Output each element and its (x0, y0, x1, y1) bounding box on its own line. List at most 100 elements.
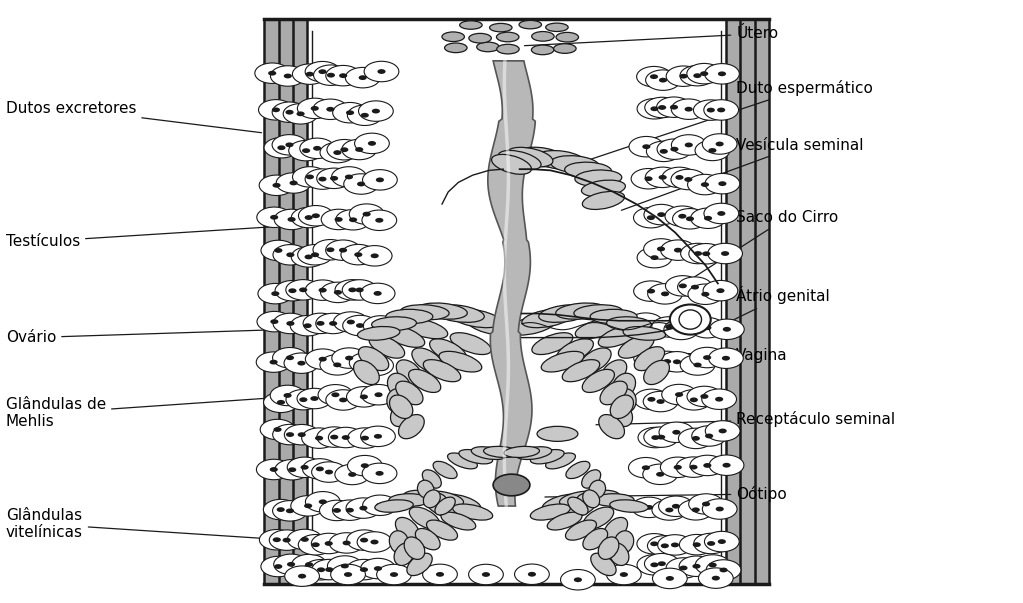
Circle shape (676, 457, 711, 478)
Text: Duto espermático: Duto espermático (590, 80, 873, 159)
Ellipse shape (607, 317, 652, 331)
Circle shape (312, 462, 347, 482)
Circle shape (285, 508, 294, 513)
Circle shape (707, 541, 715, 546)
Circle shape (704, 216, 712, 221)
Circle shape (722, 463, 730, 467)
Circle shape (643, 427, 678, 447)
Circle shape (643, 391, 678, 412)
Circle shape (376, 564, 411, 585)
Circle shape (702, 389, 737, 409)
Circle shape (355, 147, 363, 152)
Ellipse shape (565, 162, 612, 178)
Ellipse shape (604, 517, 627, 540)
Circle shape (357, 245, 392, 266)
Ellipse shape (354, 361, 380, 385)
Circle shape (325, 390, 360, 410)
Circle shape (677, 327, 685, 332)
Circle shape (648, 283, 682, 304)
Ellipse shape (563, 359, 599, 382)
Circle shape (717, 107, 725, 112)
Ellipse shape (409, 507, 440, 529)
Circle shape (660, 149, 668, 154)
Circle shape (261, 557, 296, 576)
Circle shape (257, 311, 292, 332)
Circle shape (332, 500, 367, 520)
Ellipse shape (530, 450, 564, 464)
Ellipse shape (394, 543, 414, 566)
Circle shape (288, 288, 297, 293)
Circle shape (629, 136, 664, 157)
Circle shape (665, 276, 700, 296)
Circle shape (341, 564, 349, 569)
Circle shape (325, 567, 333, 572)
Ellipse shape (508, 316, 555, 335)
Circle shape (298, 432, 306, 437)
Circle shape (362, 361, 370, 365)
Ellipse shape (612, 373, 635, 398)
Ellipse shape (560, 491, 603, 507)
Ellipse shape (490, 24, 513, 32)
Circle shape (672, 312, 707, 332)
Circle shape (658, 105, 666, 110)
Circle shape (315, 436, 323, 441)
Circle shape (273, 537, 281, 542)
Circle shape (658, 561, 666, 566)
Ellipse shape (447, 453, 478, 469)
Circle shape (693, 542, 701, 547)
Circle shape (360, 558, 395, 579)
Circle shape (685, 216, 694, 221)
Circle shape (375, 503, 384, 508)
Circle shape (515, 564, 549, 584)
Circle shape (257, 459, 292, 480)
Ellipse shape (422, 470, 441, 488)
Circle shape (298, 98, 332, 119)
Circle shape (326, 247, 335, 252)
Ellipse shape (582, 470, 601, 488)
Circle shape (712, 576, 720, 581)
Circle shape (687, 386, 722, 406)
Circle shape (691, 208, 725, 229)
Circle shape (574, 577, 582, 582)
Circle shape (321, 209, 356, 230)
Circle shape (719, 567, 727, 572)
Circle shape (347, 530, 382, 551)
Circle shape (303, 459, 338, 479)
Circle shape (343, 315, 377, 336)
Circle shape (676, 390, 711, 410)
Ellipse shape (598, 537, 619, 560)
Ellipse shape (497, 44, 520, 54)
Polygon shape (488, 61, 535, 506)
Circle shape (333, 312, 368, 332)
Circle shape (318, 177, 326, 182)
Ellipse shape (591, 553, 616, 576)
Circle shape (375, 177, 384, 182)
Circle shape (436, 572, 444, 577)
Circle shape (657, 435, 665, 440)
Circle shape (637, 534, 672, 554)
Ellipse shape (391, 403, 412, 426)
Ellipse shape (610, 500, 649, 513)
Circle shape (272, 347, 307, 368)
Circle shape (304, 323, 312, 328)
Ellipse shape (452, 504, 493, 520)
Circle shape (703, 280, 738, 301)
Circle shape (272, 183, 280, 188)
Circle shape (260, 529, 295, 550)
Circle shape (707, 108, 715, 113)
Circle shape (718, 539, 726, 544)
Circle shape (359, 355, 394, 376)
Circle shape (665, 324, 673, 329)
Ellipse shape (582, 191, 625, 209)
Ellipse shape (506, 147, 552, 167)
Ellipse shape (357, 326, 400, 340)
Circle shape (666, 558, 701, 578)
Circle shape (679, 556, 714, 576)
Circle shape (637, 247, 672, 268)
Circle shape (317, 168, 352, 189)
Circle shape (647, 355, 655, 360)
Circle shape (314, 65, 348, 86)
Circle shape (349, 204, 384, 224)
Circle shape (283, 393, 292, 398)
Ellipse shape (531, 45, 553, 55)
